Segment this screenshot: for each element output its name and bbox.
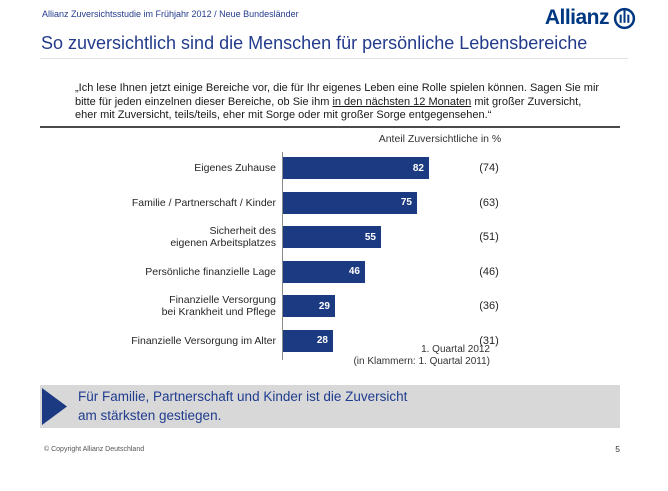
previous-quarter-value: (46) (479, 265, 499, 278)
arrow-right-icon (42, 388, 67, 425)
allianz-eagle-icon (613, 7, 636, 29)
bar-track: 46 (283, 260, 466, 283)
quote-divider (40, 126, 620, 128)
previous-quarter-value: (51) (479, 231, 499, 244)
previous-quarter-value: (63) (479, 196, 499, 209)
survey-question-quote: „Ich lese Ihnen jetzt einige Bereiche vo… (75, 82, 603, 123)
bar-track: 29 (283, 295, 466, 318)
study-subtitle: Allianz Zuversichtsstudie im Frühjahr 20… (42, 9, 299, 19)
category-label: Finanzielle Versorgung im Alter (131, 334, 276, 347)
category-label: Persönliche finanzielle Lage (145, 265, 276, 278)
bar-value-label: 46 (348, 266, 360, 278)
title-divider (40, 58, 628, 59)
bar-value-label: 75 (400, 197, 412, 209)
chart-row: Finanzielle Versorgung im Alter 28 (31) (0, 324, 668, 359)
chart-note: 1. Quartal 2012 (in Klammern: 1. Quartal… (40, 344, 490, 367)
quote-text-before: „Ich lese Ihnen jetzt einige Bereiche vo… (75, 82, 600, 108)
chart-rows: Eigenes Zuhause 82 (74) Familie / Partnersc… (0, 151, 668, 358)
key-message-text: Für Familie, Partnerschaft und Kinder is… (40, 388, 407, 425)
previous-quarter-value: (36) (479, 300, 499, 313)
quote-text-after: mit großer Zuversicht, eher mit Zuversic… (75, 95, 582, 122)
bar-track: 55 (283, 226, 466, 249)
allianz-logo-text: Allianz (544, 6, 610, 29)
bar-track: 28 (283, 329, 466, 352)
chart-note-line1: 1. Quartal 2012 (421, 344, 490, 355)
category-label: Finanzielle Versorgung bei Krankheit und… (161, 294, 276, 319)
bar-track: 82 (283, 157, 466, 180)
chart-row: Persönliche finanzielle Lage 46 (46) (0, 255, 668, 290)
key-message-line2: am stärksten gestiegen. (78, 407, 222, 423)
bar: 75 (283, 191, 417, 214)
bar-value-label: 29 (318, 300, 330, 312)
key-message-box: Für Familie, Partnerschaft und Kinder is… (40, 385, 620, 428)
copyright-text: © Copyright Allianz Deutschland (44, 446, 145, 453)
previous-quarter-value: (31) (479, 334, 499, 347)
bar: 46 (283, 260, 365, 283)
quote-underlined-phrase: in den nächsten 12 Monaten (332, 95, 472, 108)
previous-quarter-value: (74) (479, 162, 499, 175)
chart-axis-line (282, 152, 283, 360)
bar-value-label: 82 (412, 162, 424, 174)
bar: 55 (283, 226, 381, 249)
chart-note-line2: (in Klammern: 1. Quartal 2011) (353, 355, 490, 367)
page-number: 5 (615, 444, 620, 454)
category-label: Sicherheit des eigenen Arbeitsplatzes (170, 225, 276, 250)
page-title: So zuversichtlich sind die Menschen für … (41, 33, 588, 53)
key-message-line1: Für Familie, Partnerschaft und Kinder is… (78, 389, 408, 404)
chart-row: Eigenes Zuhause 82 (74) (0, 151, 668, 186)
bar-value-label: 28 (316, 335, 328, 347)
bar-value-label: 55 (364, 231, 376, 243)
chart-row: Familie / Partnerschaft / Kinder 75 (63) (0, 186, 668, 221)
bar-track: 75 (283, 191, 466, 214)
allianz-logo: Allianz (545, 6, 636, 30)
chart-row: Sicherheit des eigenen Arbeitsplatzes 55 (… (0, 220, 668, 255)
chart-title: Anteil Zuversichtliche in % (378, 133, 502, 145)
bar: 28 (283, 329, 333, 352)
bar: 82 (283, 157, 429, 180)
bar: 29 (283, 295, 335, 318)
chart-row: Finanzielle Versorgung bei Krankheit und… (0, 289, 668, 324)
category-label: Familie / Partnerschaft / Kinder (131, 196, 276, 209)
category-label: Eigenes Zuhause (194, 162, 276, 175)
